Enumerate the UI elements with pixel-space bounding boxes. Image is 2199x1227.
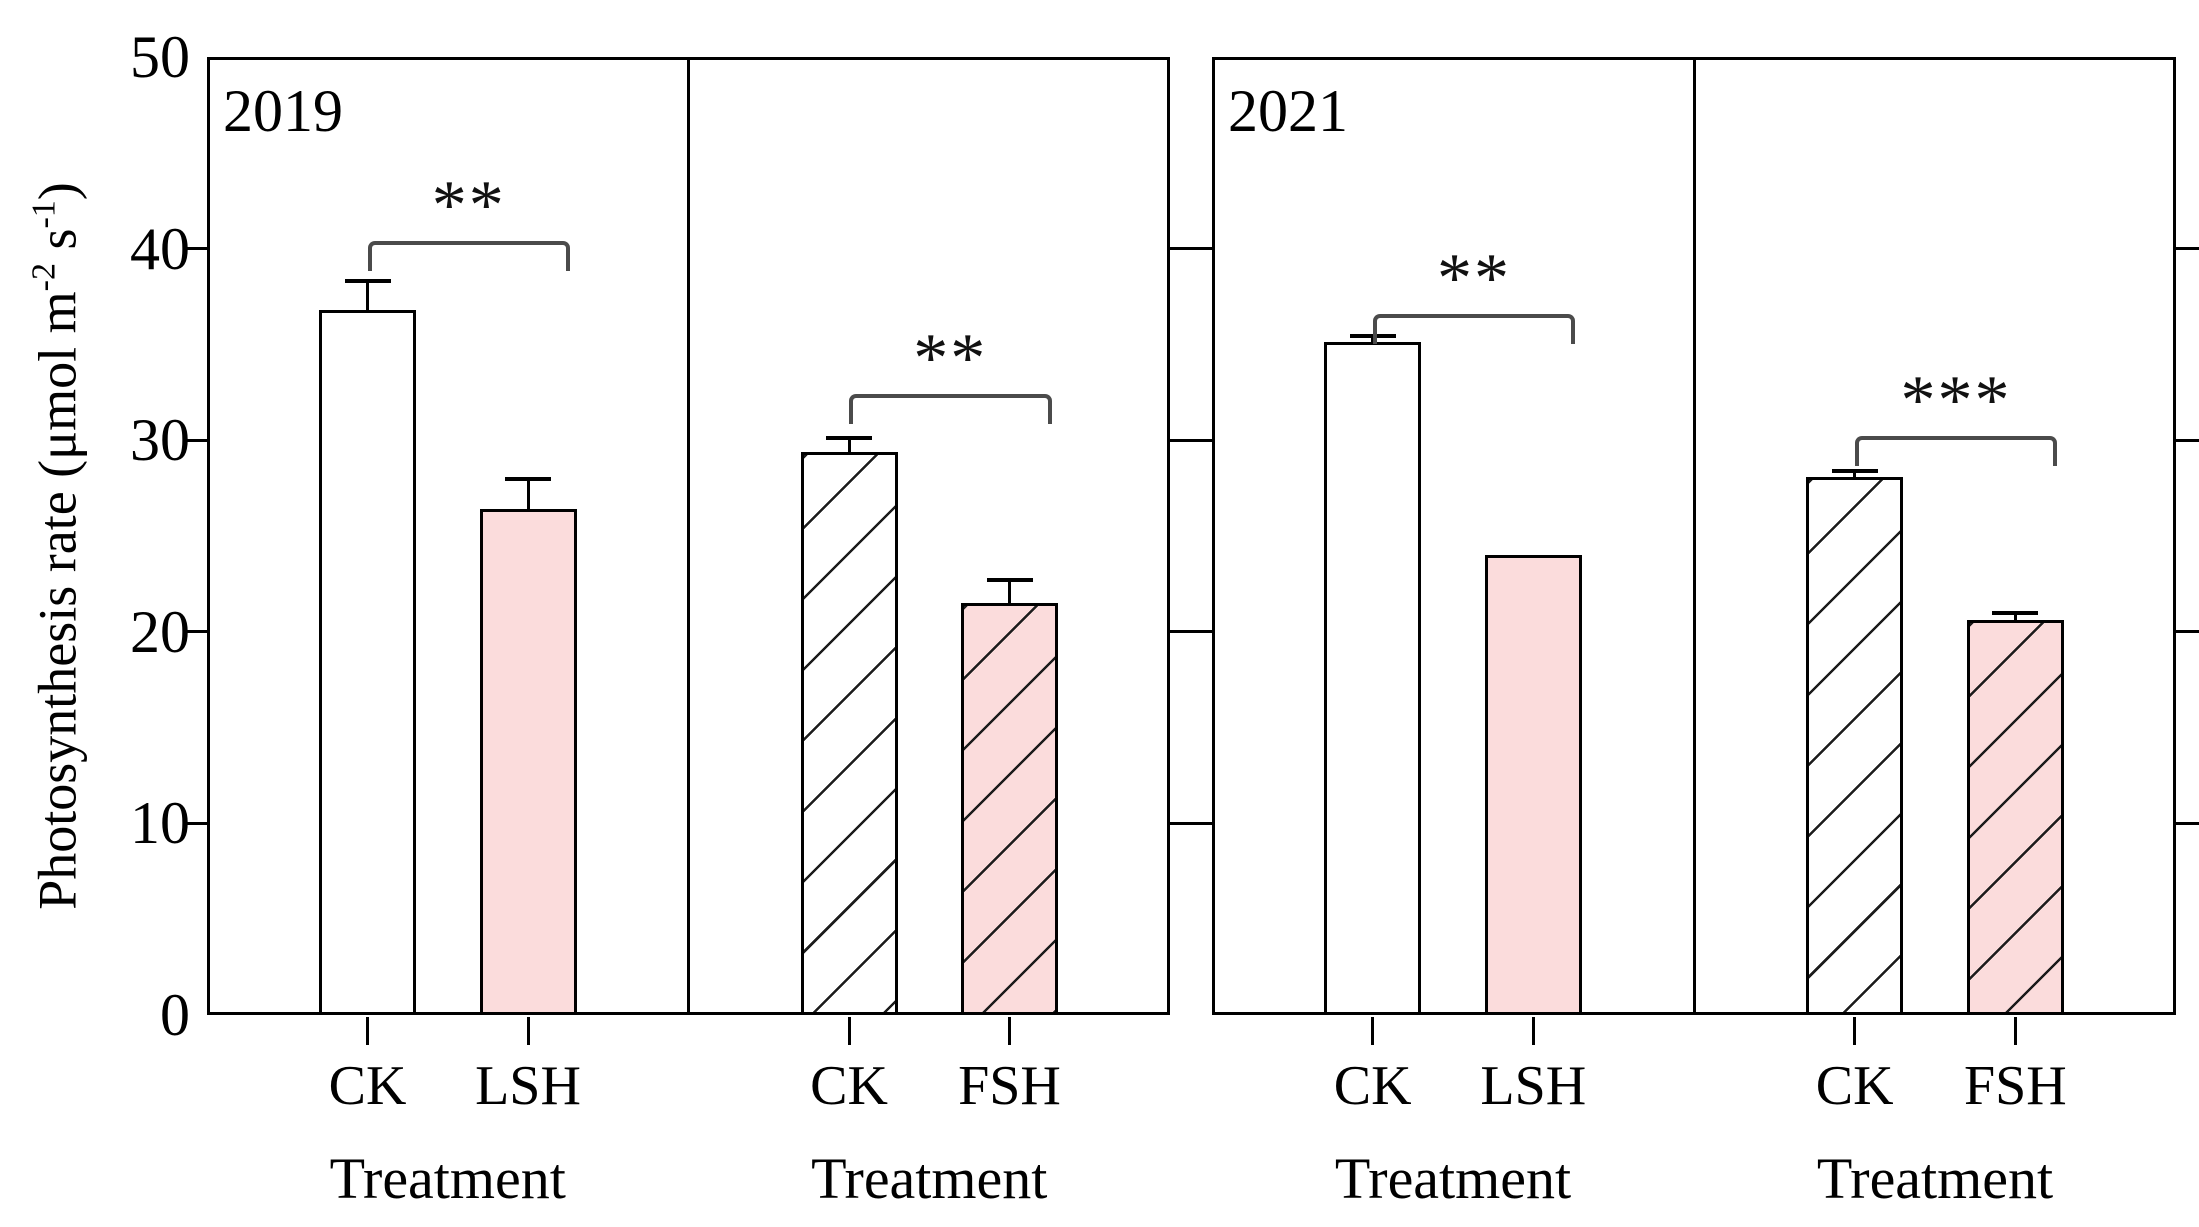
bar-label: CK xyxy=(1333,1055,1412,1117)
bar-label: CK xyxy=(328,1055,407,1117)
error-bar-cap xyxy=(826,436,872,441)
axis-tick-right xyxy=(2174,247,2199,251)
year-label: 2021 xyxy=(1228,78,1348,144)
x-axis-tick xyxy=(1531,1017,1535,1045)
axis-tick-right xyxy=(1168,630,1194,634)
significance-stars: ** xyxy=(913,320,988,398)
bar-label: FSH xyxy=(958,1055,1061,1117)
axis-tick-right xyxy=(2174,821,2199,825)
bar-label: FSH xyxy=(1963,1055,2067,1117)
x-axis-tick xyxy=(2013,1017,2017,1045)
bar-fsh xyxy=(961,603,1058,1015)
bar-label: CK xyxy=(810,1055,888,1117)
bar-ck xyxy=(1324,342,1422,1015)
significance-stars: *** xyxy=(1900,362,2012,440)
y-tick-label: 10 xyxy=(130,790,190,857)
axis-tick-right xyxy=(2174,630,2199,634)
y-tick-label: 20 xyxy=(130,598,190,665)
error-bar-stem xyxy=(847,438,851,452)
x-axis-tick xyxy=(847,1017,851,1045)
bar-label: CK xyxy=(1815,1055,1894,1117)
bar-lsh xyxy=(1484,555,1582,1015)
year-label: 2019 xyxy=(223,78,343,144)
x-axis-tick xyxy=(1853,1017,1857,1045)
error-bar-stem xyxy=(526,478,530,510)
axis-tick-right xyxy=(1168,821,1194,825)
axis-tick-left xyxy=(183,438,207,442)
significance-bracket xyxy=(1854,436,2058,467)
panel-divider xyxy=(687,57,690,1015)
y-tick-label: 50 xyxy=(130,24,190,90)
bar-ck xyxy=(800,451,898,1015)
error-bar-cap xyxy=(505,476,551,481)
bar-ck xyxy=(319,309,416,1015)
x-axis-title: Treatment xyxy=(1334,1146,1572,1211)
axis-tick-left xyxy=(1188,438,1212,442)
significance-stars: ** xyxy=(1437,239,1511,317)
error-bar-stem xyxy=(2013,612,2017,621)
x-axis-tick xyxy=(1371,1017,1375,1045)
axis-tick-left xyxy=(1188,821,1212,825)
x-axis-title: Treatment xyxy=(1816,1146,2054,1211)
significance-bracket xyxy=(1372,313,1576,344)
y-tick-label: 40 xyxy=(130,215,190,282)
bar-label: LSH xyxy=(1480,1055,1587,1117)
error-bar-stem xyxy=(366,281,369,310)
error-bar-stem xyxy=(1853,470,1857,477)
error-bar-stem xyxy=(1008,580,1011,604)
bar-label: LSH xyxy=(475,1055,581,1117)
bar-fsh xyxy=(1966,620,2064,1015)
x-axis-tick xyxy=(526,1017,530,1045)
y-tick-label: 0 xyxy=(160,982,190,1048)
bar-lsh xyxy=(479,509,577,1015)
significance-bracket xyxy=(367,240,570,271)
x-axis-tick xyxy=(366,1017,369,1045)
significance-bracket xyxy=(849,394,1052,425)
x-axis-title: Treatment xyxy=(329,1146,566,1211)
axis-tick-right xyxy=(1168,247,1194,251)
axis-tick-left xyxy=(1188,247,1212,251)
bar-ck xyxy=(1806,476,1904,1015)
axis-tick-left xyxy=(183,821,207,825)
axis-tick-left xyxy=(183,247,207,251)
axis-tick-right xyxy=(2174,438,2199,442)
axis-tick-left xyxy=(1188,630,1212,634)
error-bar-cap xyxy=(1992,610,2039,615)
x-axis-tick xyxy=(1008,1017,1011,1045)
panel-divider xyxy=(1692,57,1696,1015)
x-axis-title: Treatment xyxy=(811,1146,1048,1211)
axis-tick-left xyxy=(183,630,207,634)
error-bar-cap xyxy=(1831,468,1878,473)
error-bar-cap xyxy=(986,578,1033,583)
error-bar-cap xyxy=(344,279,391,284)
y-tick-label: 30 xyxy=(130,407,190,474)
significance-stars: ** xyxy=(431,166,506,244)
axis-tick-right xyxy=(1168,438,1194,442)
